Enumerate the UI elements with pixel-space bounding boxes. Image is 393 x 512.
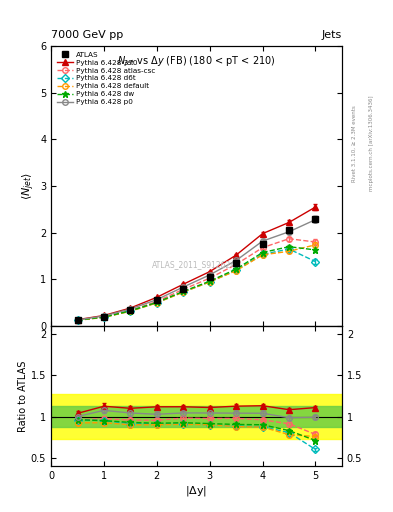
Text: Jets: Jets: [321, 31, 342, 40]
Bar: [51, 406, 342, 427]
Legend: ATLAS, Pythia 6.428 370, Pythia 6.428 atlas-csc, Pythia 6.428 d6t, Pythia 6.428 : ATLAS, Pythia 6.428 370, Pythia 6.428 at…: [55, 50, 157, 107]
Text: mcplots.cern.ch [arXiv:1306.3436]: mcplots.cern.ch [arXiv:1306.3436]: [369, 96, 375, 191]
Y-axis label: $\langle N_{jet}\rangle$: $\langle N_{jet}\rangle$: [21, 172, 37, 200]
Text: Rivet 3.1.10, ≥ 2.3M events: Rivet 3.1.10, ≥ 2.3M events: [352, 105, 357, 182]
Y-axis label: Ratio to ATLAS: Ratio to ATLAS: [18, 360, 28, 432]
X-axis label: |$\Delta$y|: |$\Delta$y|: [185, 483, 208, 498]
Text: $N_{jet}$ vs $\Delta y$ (FB) (180 < pT < 210): $N_{jet}$ vs $\Delta y$ (FB) (180 < pT <…: [117, 54, 276, 69]
Bar: [51, 394, 342, 439]
Text: ATLAS_2011_S9126244: ATLAS_2011_S9126244: [152, 260, 241, 269]
Text: 7000 GeV pp: 7000 GeV pp: [51, 31, 123, 40]
